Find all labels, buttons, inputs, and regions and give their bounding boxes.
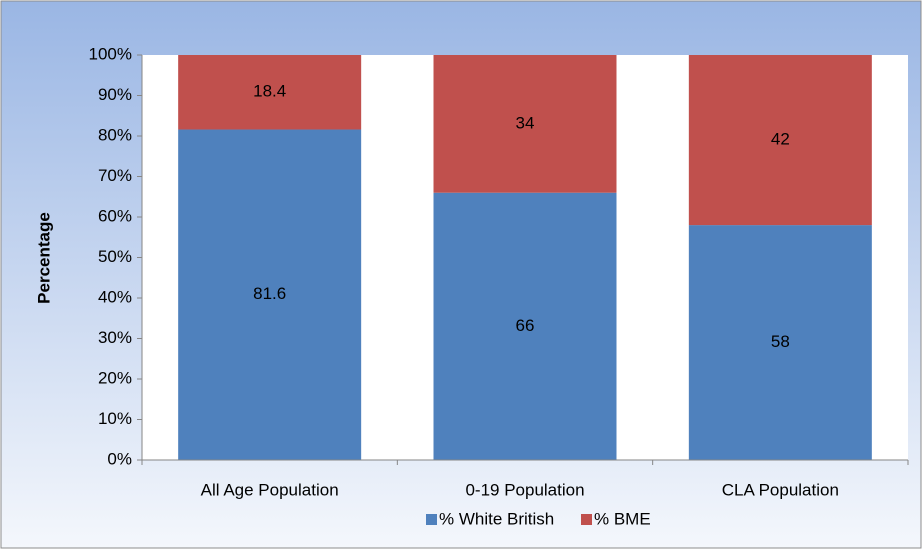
x-tick-label: CLA Population (722, 480, 839, 499)
bar-segment (688, 225, 872, 460)
bar-segment (688, 55, 872, 226)
y-tick-label: 90% (98, 85, 132, 104)
x-tick-label: 0-19 Population (465, 480, 584, 499)
legend-swatch (426, 514, 437, 525)
bar-segment (433, 192, 617, 460)
y-tick-label: 70% (98, 166, 132, 185)
bar-segment (178, 129, 362, 460)
data-label: 18.4 (253, 82, 286, 101)
y-tick-label: 10% (98, 409, 132, 428)
y-tick-label: 0% (107, 449, 132, 468)
data-label: 42 (771, 130, 790, 149)
y-tick-label: 50% (98, 247, 132, 266)
bar-segment (433, 55, 617, 193)
data-label: 58 (771, 332, 790, 351)
data-label: 34 (516, 113, 535, 132)
data-label: 81.6 (253, 284, 286, 303)
y-tick-label: 60% (98, 206, 132, 225)
y-tick-label: 40% (98, 287, 132, 306)
x-tick-label: All Age Population (201, 480, 339, 499)
data-label: 66 (516, 316, 535, 335)
legend-label: % White British (439, 509, 554, 528)
y-tick-label: 20% (98, 368, 132, 387)
legend-label: % BME (594, 509, 651, 528)
y-axis-title: Percentage (34, 212, 53, 304)
y-tick-label: 100% (89, 44, 132, 63)
legend-swatch (581, 514, 592, 525)
y-tick-label: 80% (98, 125, 132, 144)
bar-segment (178, 55, 362, 130)
y-tick-label: 30% (98, 328, 132, 347)
